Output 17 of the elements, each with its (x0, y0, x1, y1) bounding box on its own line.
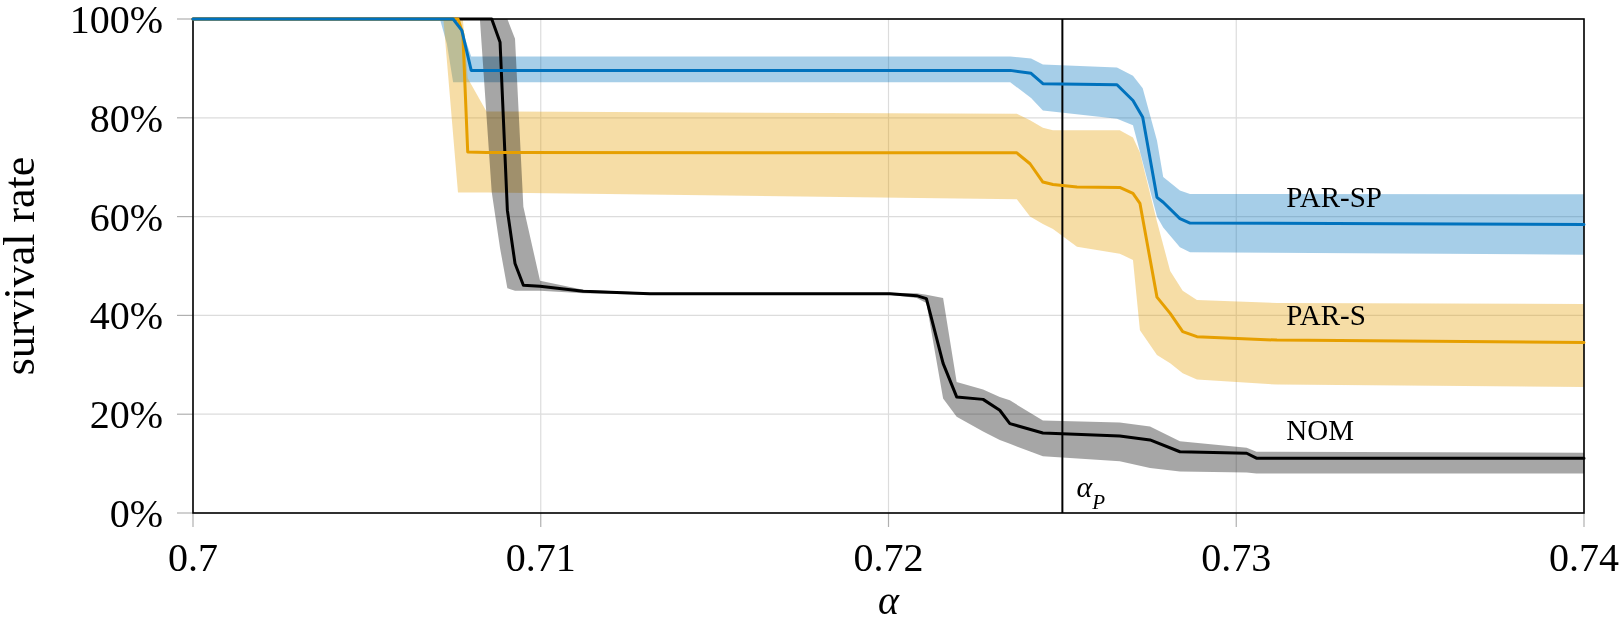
x-tick-label: 0.73 (1201, 535, 1272, 580)
x-tick-label: 0.74 (1549, 535, 1619, 580)
y-tick-label: 60% (89, 194, 163, 240)
y-tick-label: 0% (109, 491, 163, 536)
y-tick-label: 80% (89, 95, 163, 141)
y-tick-label: 20% (89, 392, 163, 438)
series-label: PAR-S (1286, 298, 1366, 331)
ref-line-label: α$_{P}$ (1076, 470, 1106, 514)
y-tick-label: 40% (89, 293, 163, 339)
x-tick-label: 0.71 (505, 535, 576, 580)
series-label: NOM (1286, 414, 1354, 447)
y-axis-title: survival rate (0, 156, 44, 376)
x-tick-label: 0.7 (168, 535, 218, 580)
series-label: PAR-SP (1286, 180, 1382, 213)
y-tick-label: 100% (69, 0, 163, 42)
x-axis-title: α (878, 578, 900, 622)
x-tick-label: 0.72 (853, 535, 924, 580)
